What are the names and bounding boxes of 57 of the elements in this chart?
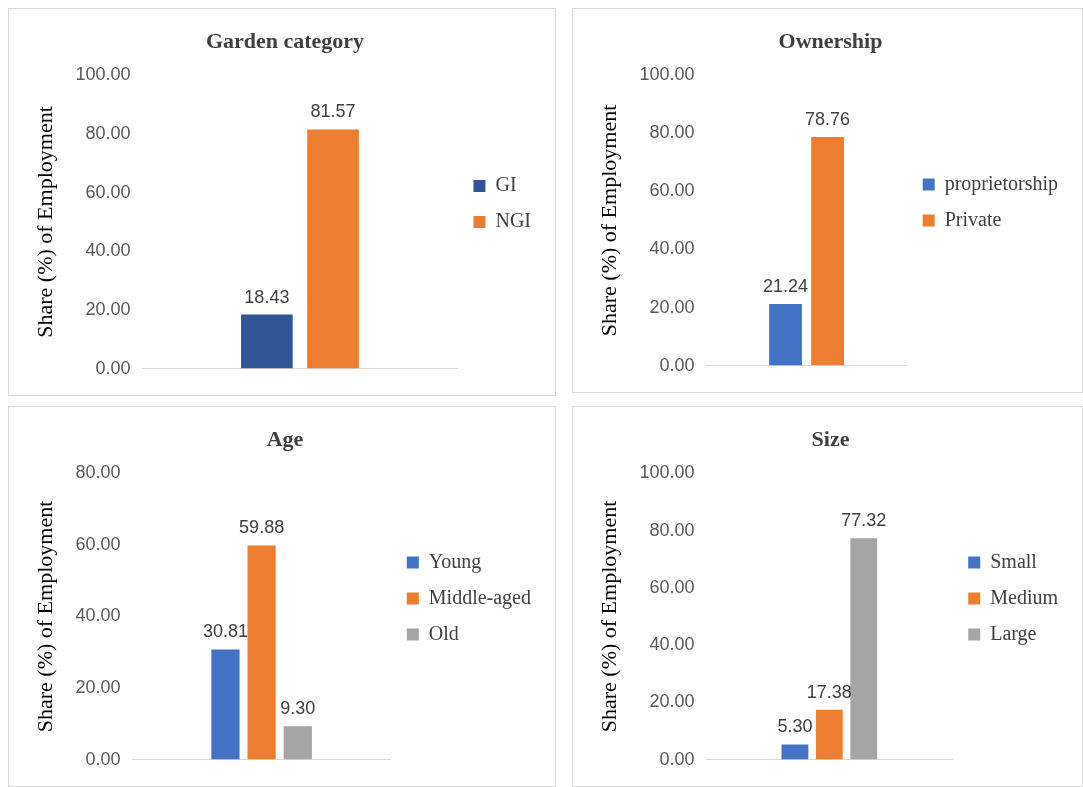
y-tick-label: 40.00: [85, 240, 131, 261]
legend-label: Young: [428, 549, 482, 573]
legend-label: Private: [944, 207, 1002, 230]
y-tick-label: 60.00: [649, 576, 695, 597]
legend-label: Middle-aged: [428, 585, 531, 609]
data-label: 81.57: [310, 101, 356, 122]
data-label: 17.38: [806, 681, 852, 702]
data-label: 30.81: [202, 621, 248, 642]
y-tick-label: 80.00: [85, 123, 131, 144]
y-tick-label: 80.00: [75, 462, 121, 483]
legend-label: Large: [990, 621, 1037, 645]
y-tick-label: 20.00: [75, 677, 121, 698]
y-tick-label: 60.00: [85, 181, 131, 202]
y-tick-label: 40.00: [649, 238, 695, 259]
y-tick-label: 20.00: [85, 298, 131, 319]
data-label: 78.76: [805, 109, 851, 130]
y-axis-title: Share (%) of Employment: [31, 500, 57, 733]
chart-title: Garden category: [205, 27, 365, 53]
y-tick-label: 100.00: [639, 64, 695, 85]
legend-label: NGI: [495, 209, 531, 232]
y-tick-label: 40.00: [649, 634, 695, 655]
bar: [283, 726, 312, 760]
y-axis-title: Share (%) of Employment: [595, 500, 621, 733]
y-tick-label: 100.00: [639, 462, 695, 483]
legend-label: Old: [428, 621, 459, 644]
y-axis-title: Share (%) of Employment: [595, 104, 621, 337]
data-label: 9.30: [280, 698, 316, 719]
data-label: 18.43: [244, 286, 290, 307]
y-tick-label: 60.00: [75, 533, 121, 554]
chart-title: Age: [266, 425, 304, 451]
bar: [815, 709, 843, 760]
y-tick-label: 0.00: [85, 748, 121, 769]
chart-title: Ownership: [778, 27, 883, 53]
y-tick-label: 60.00: [649, 180, 695, 201]
y-axis-title: Share (%) of Employment: [31, 106, 57, 338]
chart-title: Size: [811, 425, 850, 451]
y-tick-label: 40.00: [75, 605, 121, 626]
bar: [850, 538, 878, 760]
y-tick-label: 0.00: [95, 357, 131, 378]
bar: [247, 545, 276, 760]
legend-label: proprietorship: [944, 171, 1058, 195]
legend-label: Medium: [990, 585, 1059, 608]
y-tick-label: 80.00: [649, 122, 695, 143]
y-tick-label: 0.00: [659, 354, 695, 375]
data-label: 77.32: [841, 510, 887, 531]
legend-label: Small: [990, 549, 1038, 572]
y-tick-label: 100.00: [75, 64, 131, 85]
bar: [781, 744, 809, 760]
data-label: 5.30: [777, 716, 813, 737]
y-tick-label: 20.00: [649, 296, 695, 317]
y-tick-label: 20.00: [649, 691, 695, 712]
data-label: 59.88: [239, 517, 285, 538]
bar: [211, 649, 240, 760]
y-tick-label: 0.00: [659, 748, 695, 769]
y-tick-label: 80.00: [649, 519, 695, 540]
data-label: 21.24: [763, 275, 809, 296]
legend-label: GI: [495, 173, 517, 196]
